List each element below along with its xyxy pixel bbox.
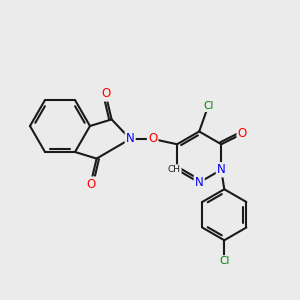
Text: N: N [126, 133, 135, 146]
Text: O: O [101, 87, 110, 101]
Text: O: O [148, 133, 157, 146]
Text: N: N [217, 163, 226, 176]
Text: O: O [86, 178, 95, 190]
Text: Cl: Cl [219, 256, 230, 266]
Text: Cl: Cl [203, 101, 213, 111]
Text: N: N [195, 176, 204, 189]
Text: O: O [238, 127, 247, 140]
Text: CH: CH [168, 165, 181, 174]
